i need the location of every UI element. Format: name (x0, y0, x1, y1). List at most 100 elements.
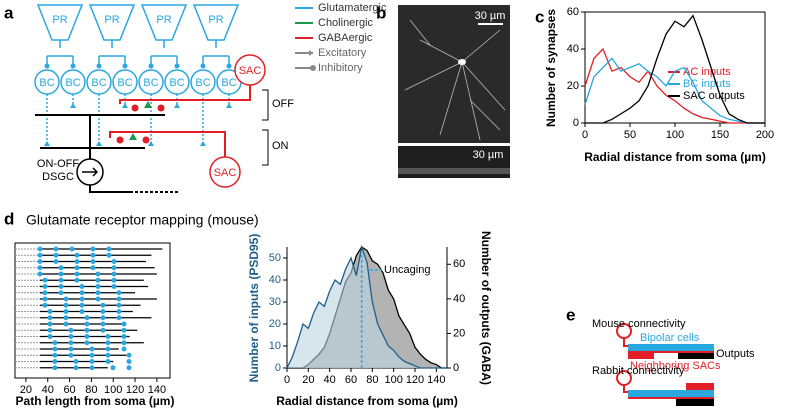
receptor-dot (84, 340, 90, 346)
synapse (148, 63, 154, 69)
receptor-dot (121, 321, 127, 327)
y-tick-label: 0 (275, 362, 281, 374)
receptor-dot (58, 271, 64, 277)
receptor-dot (89, 352, 95, 358)
receptor-dot (63, 309, 69, 314)
receptor-dot (116, 302, 122, 308)
axon (98, 40, 126, 66)
receptor-dot (126, 359, 132, 364)
x-tick-label: 120 (126, 384, 144, 396)
receptor-dot (111, 259, 117, 264)
x-tick-label: 20 (302, 374, 314, 386)
line (584, 47, 765, 124)
area-fill (287, 247, 447, 368)
synapse (200, 63, 206, 69)
receptor-dot (42, 284, 48, 289)
synapse (226, 63, 232, 69)
receptor-dot (52, 359, 58, 364)
y-axis-title: Number of synapses (544, 9, 558, 127)
y2-tick-label: 40 (453, 293, 465, 305)
receptor-dot (52, 352, 58, 358)
bracket (262, 89, 269, 166)
line (585, 14, 765, 124)
bc-label: BC (91, 77, 106, 89)
x-tick-label: 50 (624, 129, 636, 141)
receptor-dot (116, 290, 122, 296)
receptor-dot (79, 309, 85, 314)
y-axis-title: Number of inputs (PSD95) (247, 234, 261, 383)
receptor-dot (105, 334, 111, 339)
receptor-dot (95, 290, 101, 296)
receptor-dot (126, 365, 132, 371)
receptor-dot (89, 359, 95, 364)
x-tick-label: 60 (345, 374, 357, 386)
micrograph (398, 5, 510, 178)
x-tick-label: 100 (104, 384, 122, 396)
receptor-dot (111, 277, 117, 283)
pr-label: PR (52, 14, 67, 26)
terminal (44, 141, 50, 146)
receptor-dot (37, 271, 43, 277)
line (286, 244, 447, 369)
x-tick-label: 100 (666, 129, 684, 141)
receptor-dot (121, 346, 127, 352)
legend-label: AC inputs (683, 66, 731, 78)
x-tick-label: 100 (384, 374, 402, 386)
receptor-dot (74, 259, 80, 264)
bc-label: BC (143, 77, 158, 89)
receptor-dot (121, 334, 127, 339)
photoreceptor (140, 4, 188, 41)
x-axis-title: Radial distance from soma (µm) (276, 394, 458, 408)
receptor-dot (74, 265, 80, 271)
receptor-dot (95, 296, 101, 302)
legend-label: Cholinergic (318, 17, 374, 29)
synapse (144, 101, 152, 108)
scale-label: 30 µm (473, 149, 504, 161)
receptor-dot (79, 302, 85, 308)
panel-letter: d (4, 209, 14, 228)
receptor-dot (100, 302, 106, 308)
x-tick-label: 80 (85, 384, 97, 396)
y2-tick-label: 0 (453, 362, 459, 374)
receptor-dot (37, 259, 43, 264)
terminal (122, 103, 128, 108)
receptor-dot (100, 321, 106, 327)
label: Neighboring SACs (630, 360, 721, 372)
legend-label: Inhibitory (318, 62, 363, 74)
terminal (148, 141, 154, 146)
y-tick-label: 30 (269, 296, 281, 308)
receptor-dot (106, 246, 112, 252)
receptor-dot (37, 265, 43, 271)
receptor-dot (90, 246, 96, 252)
receptor-dot (42, 302, 48, 308)
receptor-dot (105, 359, 111, 364)
receptor-dot (68, 334, 74, 339)
receptor-dot (63, 315, 69, 321)
receptor-dot (68, 352, 74, 358)
y2-tick-label: 60 (453, 258, 465, 270)
receptor-dot (68, 340, 74, 346)
receptor-dot (42, 296, 48, 302)
label: Outputs (716, 348, 755, 360)
x-tick-label: 200 (756, 129, 774, 141)
receptor-dot (90, 259, 96, 264)
y-tick-label: 40 (567, 43, 579, 55)
y-tick-label: 20 (567, 80, 579, 92)
x-tick-label: 140 (148, 384, 166, 396)
receptor-dot (84, 334, 90, 339)
receptor-dot (63, 302, 69, 308)
pr-label: PR (208, 14, 223, 26)
terminal (70, 103, 76, 108)
synapse (129, 133, 137, 140)
bc-label: BC (169, 77, 184, 89)
receptor-dot (63, 321, 69, 327)
receptor-dot (79, 290, 85, 296)
x-tick-label: 140 (427, 374, 445, 386)
receptor-dot (37, 252, 43, 258)
synapse (44, 63, 50, 69)
arrow (82, 167, 99, 177)
sac-dendrite (109, 131, 226, 157)
synapse (96, 63, 102, 69)
